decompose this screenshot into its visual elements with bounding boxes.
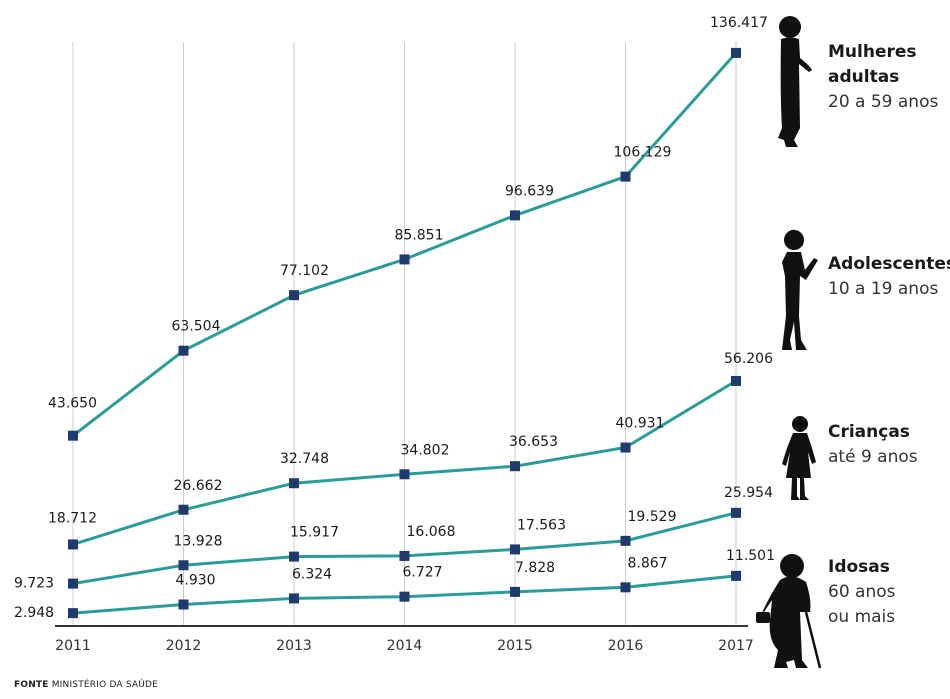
data-labels: 43.650 63.504 77.102 85.851 96.639 106.129 136… xyxy=(14,15,775,621)
data-point xyxy=(178,560,189,571)
series-markers xyxy=(68,47,741,619)
data-label: 26.662 xyxy=(174,478,223,494)
data-label: 15.917 xyxy=(290,525,339,541)
data-point xyxy=(620,442,631,453)
data-point xyxy=(620,171,631,182)
source-prefix: FONTE xyxy=(14,680,49,690)
data-point xyxy=(68,578,78,589)
data-point xyxy=(510,210,520,221)
data-point xyxy=(399,591,410,602)
legend-subtitle-line: 10 a 19 anos xyxy=(828,279,939,299)
grid-lines xyxy=(72,42,737,626)
x-tick-label: 2011 xyxy=(55,638,91,654)
data-label: 77.102 xyxy=(280,263,329,279)
legend-adolescentes: Adolescentes 10 a 19 anos xyxy=(828,252,950,302)
data-point xyxy=(178,504,189,515)
legend-subtitle-line: até 9 anos xyxy=(828,447,918,467)
legend-criancas: Crianças até 9 anos xyxy=(828,420,918,470)
data-point xyxy=(68,608,78,619)
data-label: 18.712 xyxy=(48,510,97,526)
data-label: 6.727 xyxy=(403,565,443,581)
x-tick-label: 2017 xyxy=(718,638,754,654)
legend-title-line: Mulheres xyxy=(828,42,917,62)
legend-title-line: Crianças xyxy=(828,422,910,442)
data-point xyxy=(731,47,741,58)
data-label: 7.828 xyxy=(515,560,555,576)
source-text: MINISTÉRIO DA SAÚDE xyxy=(51,680,159,690)
x-tick-label: 2016 xyxy=(608,638,644,654)
data-label: 8.867 xyxy=(628,555,668,571)
data-label: 9.723 xyxy=(14,576,54,592)
data-label: 56.206 xyxy=(724,351,773,367)
data-label: 85.851 xyxy=(395,227,444,243)
data-label: 17.563 xyxy=(517,517,566,533)
data-label: 16.068 xyxy=(407,524,456,540)
data-point xyxy=(289,551,299,562)
data-point xyxy=(399,254,410,265)
data-label: 19.529 xyxy=(628,509,677,525)
data-label: 106.129 xyxy=(614,145,672,161)
data-point xyxy=(178,599,189,610)
data-point xyxy=(731,570,741,581)
source-note: FONTE MINISTÉRIO DA SAÚDE xyxy=(14,680,158,690)
data-point xyxy=(731,507,741,518)
data-point xyxy=(510,586,520,597)
data-point xyxy=(289,478,299,489)
legend-subtitle-line: 60 anos xyxy=(828,582,896,602)
legend-title-line: Idosas xyxy=(828,557,890,577)
data-point xyxy=(510,544,520,555)
legend-title-line: Adolescentes xyxy=(828,254,950,274)
legend-subtitle-line: ou mais xyxy=(828,607,896,627)
data-label: 34.802 xyxy=(401,442,450,458)
data-point xyxy=(620,535,631,546)
data-label: 11.501 xyxy=(726,548,775,564)
data-point xyxy=(178,345,189,356)
data-label: 2.948 xyxy=(14,605,54,621)
x-tick-label: 2015 xyxy=(497,638,533,654)
adolescent-silhouette-icon xyxy=(782,229,818,350)
data-label: 63.504 xyxy=(172,319,221,335)
legend-subtitle-line: 20 a 59 anos xyxy=(828,92,939,112)
legend-idosas: Idosas 60 anos ou mais xyxy=(828,555,896,630)
data-label: 96.639 xyxy=(505,183,554,199)
data-label: 25.954 xyxy=(724,485,773,501)
data-label: 40.931 xyxy=(616,416,665,432)
x-tick-label: 2014 xyxy=(387,638,423,654)
data-point xyxy=(399,550,410,561)
data-point xyxy=(620,582,631,593)
data-point xyxy=(731,375,741,386)
data-label: 4.930 xyxy=(176,573,216,589)
data-label: 43.650 xyxy=(48,396,97,412)
data-label: 6.324 xyxy=(292,566,332,582)
data-point xyxy=(289,290,299,301)
legend-mulheres-adultas: Mulheres adultas 20 a 59 anos xyxy=(828,40,938,115)
x-tick-labels: 2011 2012 2013 2014 2015 2016 2017 xyxy=(55,638,754,654)
child-silhouette-icon xyxy=(782,416,816,500)
data-point xyxy=(510,461,520,472)
data-point xyxy=(399,469,410,480)
woman-adult-silhouette-icon xyxy=(778,16,812,147)
data-label: 32.748 xyxy=(280,451,329,467)
data-point xyxy=(289,593,299,604)
legend-title-line: adultas xyxy=(828,67,900,87)
data-point xyxy=(68,539,78,550)
data-point xyxy=(68,430,78,441)
elderly-woman-cane-icon xyxy=(756,554,822,669)
x-tick-label: 2012 xyxy=(166,638,202,654)
x-tick-label: 2013 xyxy=(276,638,312,654)
data-label: 136.417 xyxy=(710,15,768,31)
data-label: 36.653 xyxy=(509,434,558,450)
data-label: 13.928 xyxy=(174,533,223,549)
